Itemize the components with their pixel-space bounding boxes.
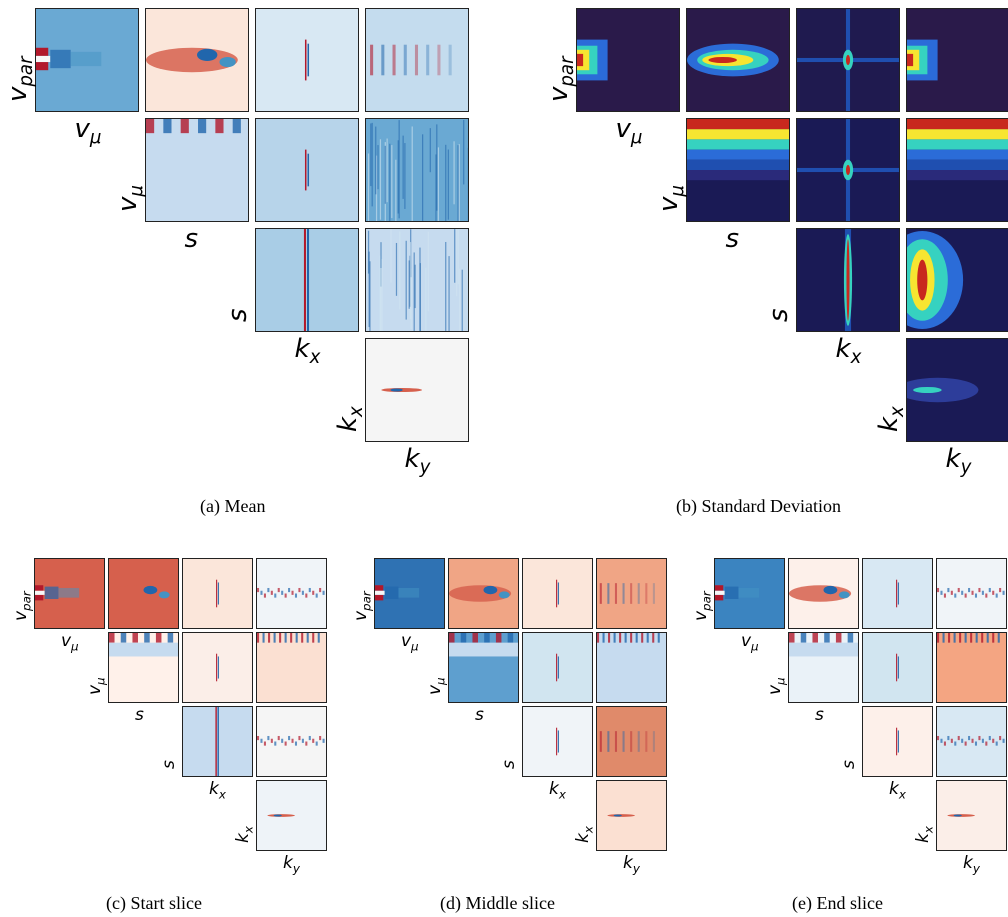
- heatmap-tile-d-0-1: [448, 558, 519, 629]
- heatmap-tile-b-1-1: [686, 118, 790, 222]
- heatmap-tile-d-0-2: [522, 558, 593, 629]
- heatmap-tile-e-0-2: [862, 558, 933, 629]
- row-label-c-1: vμ: [87, 677, 107, 695]
- heatmap-tile-d-1-1: [448, 632, 519, 703]
- col-label-b-1: s: [726, 226, 740, 252]
- heatmap-tile-a-2-2: [255, 228, 359, 332]
- heatmap-tile-b-0-3: [906, 8, 1008, 112]
- heatmap-tile-c-2-2: [182, 706, 253, 777]
- row-label-b-0: vpar: [546, 56, 577, 102]
- heatmap-tile-c-2-3: [256, 706, 327, 777]
- col-label-c-1: s: [135, 707, 144, 724]
- col-label-c-2: kx: [209, 781, 226, 801]
- col-label-c-3: ky: [283, 855, 300, 875]
- row-label-e-3: kx: [915, 826, 935, 843]
- heatmap-tile-e-1-3: [936, 632, 1007, 703]
- heatmap-tile-b-2-2: [796, 228, 900, 332]
- heatmap-tile-b-2-3: [906, 228, 1008, 332]
- heatmap-tile-b-3-3: [906, 338, 1008, 442]
- heatmap-tile-e-2-3: [936, 706, 1007, 777]
- row-label-a-1: vμ: [115, 185, 146, 212]
- heatmap-tile-d-3-3: [596, 780, 667, 851]
- heatmap-tile-e-0-1: [788, 558, 859, 629]
- row-label-b-3: kx: [876, 406, 907, 432]
- heatmap-tile-e-0-0: [714, 558, 785, 629]
- row-label-a-2: s: [225, 308, 251, 322]
- heatmap-tile-a-0-2: [255, 8, 359, 112]
- row-label-e-2: s: [841, 760, 858, 769]
- col-label-b-2: kx: [836, 336, 862, 367]
- heatmap-tile-e-1-2: [862, 632, 933, 703]
- col-label-a-1: s: [185, 226, 199, 252]
- col-label-a-2: kx: [295, 336, 321, 367]
- row-label-a-0: vpar: [5, 56, 36, 102]
- heatmap-tile-a-1-1: [145, 118, 249, 222]
- caption-start: (c) Start slice: [106, 893, 202, 914]
- heatmap-tile-b-0-1: [686, 8, 790, 112]
- heatmap-tile-d-0-0: [374, 558, 445, 629]
- row-label-b-2: s: [766, 308, 792, 322]
- heatmap-tile-c-1-3: [256, 632, 327, 703]
- heatmap-tile-d-2-2: [522, 706, 593, 777]
- row-label-c-2: s: [161, 760, 178, 769]
- heatmap-tile-c-0-2: [182, 558, 253, 629]
- heatmap-tile-a-2-3: [365, 228, 469, 332]
- row-label-e-0: vpar: [693, 591, 713, 621]
- heatmap-tile-a-1-3: [365, 118, 469, 222]
- row-label-d-0: vpar: [353, 591, 373, 621]
- caption-end: (e) End slice: [792, 893, 883, 914]
- heatmap-tile-c-1-2: [182, 632, 253, 703]
- col-label-d-3: ky: [623, 855, 640, 875]
- heatmap-tile-d-2-3: [596, 706, 667, 777]
- row-label-d-1: vμ: [427, 677, 447, 695]
- heatmap-tile-e-2-2: [862, 706, 933, 777]
- heatmap-tile-b-0-2: [796, 8, 900, 112]
- col-label-b-0: vμ: [616, 116, 643, 147]
- col-label-b-3: ky: [946, 446, 972, 477]
- col-label-e-2: kx: [889, 781, 906, 801]
- caption-middle: (d) Middle slice: [440, 893, 555, 914]
- heatmap-tile-e-0-3: [936, 558, 1007, 629]
- heatmap-tile-a-1-2: [255, 118, 359, 222]
- heatmap-tile-e-3-3: [936, 780, 1007, 851]
- heatmap-tile-a-0-1: [145, 8, 249, 112]
- col-label-c-0: vμ: [61, 633, 79, 653]
- heatmap-tile-c-0-0: [34, 558, 105, 629]
- heatmap-tile-b-1-2: [796, 118, 900, 222]
- row-label-b-1: vμ: [656, 185, 687, 212]
- heatmap-tile-e-1-1: [788, 632, 859, 703]
- heatmap-tile-c-0-1: [108, 558, 179, 629]
- col-label-d-1: s: [475, 707, 484, 724]
- heatmap-tile-c-1-1: [108, 632, 179, 703]
- col-label-a-3: ky: [405, 446, 431, 477]
- row-label-d-2: s: [501, 760, 518, 769]
- col-label-e-1: s: [815, 707, 824, 724]
- heatmap-tile-d-1-2: [522, 632, 593, 703]
- heatmap-tile-b-1-3: [906, 118, 1008, 222]
- row-label-c-0: vpar: [13, 591, 33, 621]
- heatmap-tile-a-3-3: [365, 338, 469, 442]
- heatmap-tile-a-0-0: [35, 8, 139, 112]
- row-label-a-3: kx: [335, 406, 366, 432]
- heatmap-tile-a-0-3: [365, 8, 469, 112]
- col-label-e-0: vμ: [741, 633, 759, 653]
- col-label-d-2: kx: [549, 781, 566, 801]
- col-label-e-3: ky: [963, 855, 980, 875]
- col-label-a-0: vμ: [75, 116, 102, 147]
- row-label-e-1: vμ: [767, 677, 787, 695]
- heatmap-tile-c-3-3: [256, 780, 327, 851]
- heatmap-tile-b-0-0: [576, 8, 680, 112]
- row-label-d-3: kx: [575, 826, 595, 843]
- caption-std: (b) Standard Deviation: [676, 496, 841, 517]
- caption-mean: (a) Mean: [200, 496, 265, 517]
- heatmap-tile-d-1-3: [596, 632, 667, 703]
- col-label-d-0: vμ: [401, 633, 419, 653]
- row-label-c-3: kx: [235, 826, 255, 843]
- heatmap-tile-d-0-3: [596, 558, 667, 629]
- heatmap-tile-c-0-3: [256, 558, 327, 629]
